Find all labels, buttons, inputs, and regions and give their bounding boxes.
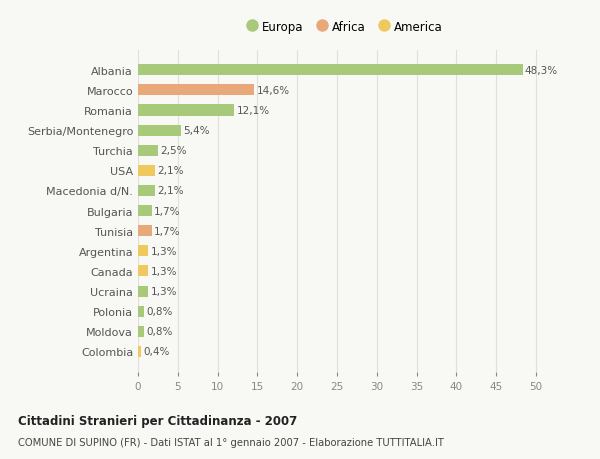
Bar: [138, 165, 155, 177]
Text: 1,7%: 1,7%: [154, 206, 181, 216]
Bar: [138, 125, 181, 136]
Legend: Europa, Africa, America: Europa, Africa, America: [248, 21, 442, 34]
Text: 2,1%: 2,1%: [157, 166, 184, 176]
Bar: [138, 85, 254, 96]
Text: 14,6%: 14,6%: [257, 86, 290, 95]
Bar: [138, 346, 141, 357]
Text: 1,3%: 1,3%: [151, 266, 177, 276]
Text: 0,4%: 0,4%: [143, 347, 170, 357]
Text: 48,3%: 48,3%: [525, 66, 558, 76]
Text: 0,8%: 0,8%: [147, 307, 173, 317]
Bar: [138, 286, 148, 297]
Text: 1,3%: 1,3%: [151, 246, 177, 256]
Text: COMUNE DI SUPINO (FR) - Dati ISTAT al 1° gennaio 2007 - Elaborazione TUTTITALIA.: COMUNE DI SUPINO (FR) - Dati ISTAT al 1°…: [18, 437, 444, 447]
Bar: [138, 246, 148, 257]
Text: 2,1%: 2,1%: [157, 186, 184, 196]
Bar: [138, 206, 152, 217]
Text: 1,3%: 1,3%: [151, 286, 177, 297]
Text: 2,5%: 2,5%: [160, 146, 187, 156]
Text: 1,7%: 1,7%: [154, 226, 181, 236]
Bar: [138, 326, 145, 337]
Bar: [138, 105, 235, 116]
Bar: [138, 146, 158, 157]
Bar: [138, 65, 523, 76]
Text: 5,4%: 5,4%: [184, 126, 210, 136]
Text: Cittadini Stranieri per Cittadinanza - 2007: Cittadini Stranieri per Cittadinanza - 2…: [18, 414, 297, 428]
Text: 0,8%: 0,8%: [147, 327, 173, 336]
Bar: [138, 185, 155, 196]
Text: 12,1%: 12,1%: [237, 106, 270, 116]
Bar: [138, 226, 152, 237]
Bar: [138, 306, 145, 317]
Bar: [138, 266, 148, 277]
